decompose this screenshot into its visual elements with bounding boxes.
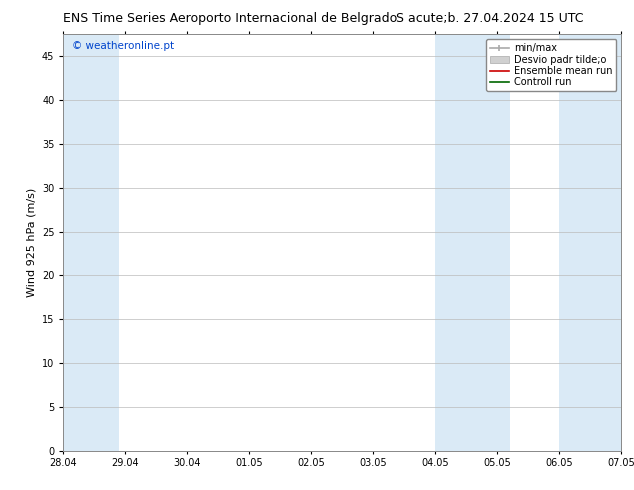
Text: ENS Time Series Aeroporto Internacional de Belgrado: ENS Time Series Aeroporto Internacional … [63,12,398,25]
Text: © weatheronline.pt: © weatheronline.pt [72,41,174,50]
Bar [436,34,510,451]
Text: S acute;b. 27.04.2024 15 UTC: S acute;b. 27.04.2024 15 UTC [396,12,583,25]
Legend: min/max, Desvio padr tilde;o, Ensemble mean run, Controll run: min/max, Desvio padr tilde;o, Ensemble m… [486,39,616,91]
Bar [559,34,634,451]
Bar [63,34,119,451]
Y-axis label: Wind 925 hPa (m/s): Wind 925 hPa (m/s) [27,188,36,297]
